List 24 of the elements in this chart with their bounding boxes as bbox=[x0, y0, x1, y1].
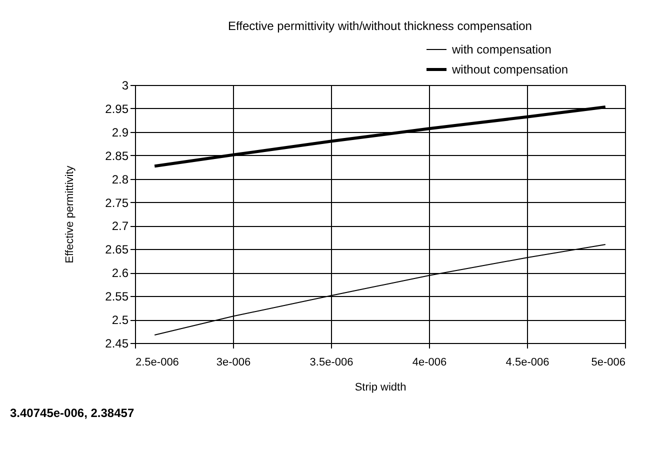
y-tick-label: 2.9 bbox=[112, 125, 129, 140]
y-tick-label: 3 bbox=[122, 78, 129, 92]
x-tick-label: 5e-006 bbox=[591, 356, 626, 368]
x-tick-label: 3e-006 bbox=[216, 356, 251, 368]
y-tick-label: 2.75 bbox=[105, 196, 129, 210]
y-tick-label: 2.5 bbox=[112, 313, 129, 328]
x-tick-label: 4e-006 bbox=[412, 356, 447, 368]
legend-label: with compensation bbox=[451, 42, 552, 56]
y-tick-label: 2.65 bbox=[105, 242, 129, 257]
legend-label: without compensation bbox=[451, 62, 568, 76]
x-axis-title: Strip width bbox=[354, 382, 406, 394]
y-tick-label: 2.7 bbox=[112, 219, 129, 234]
y-axis-title: Effective permittivity bbox=[64, 165, 76, 264]
y-tick-label: 2.45 bbox=[105, 336, 129, 350]
x-tick-label: 2.5e-006 bbox=[136, 356, 179, 368]
x-tick-label: 4.5e-006 bbox=[506, 356, 550, 368]
x-tick-label: 3.5e-006 bbox=[310, 356, 354, 368]
y-tick-label: 2.8 bbox=[112, 172, 129, 186]
y-tick-label: 2.55 bbox=[105, 290, 129, 304]
chart-title: Effective permittivity with/without thickness compensation bbox=[228, 19, 532, 33]
y-tick-label: 2.6 bbox=[112, 266, 129, 280]
text: 3.40745e-006, 2.38457 bbox=[10, 406, 134, 420]
y-tick-label: 2.95 bbox=[105, 102, 129, 116]
y-tick-label: 2.85 bbox=[105, 148, 129, 163]
